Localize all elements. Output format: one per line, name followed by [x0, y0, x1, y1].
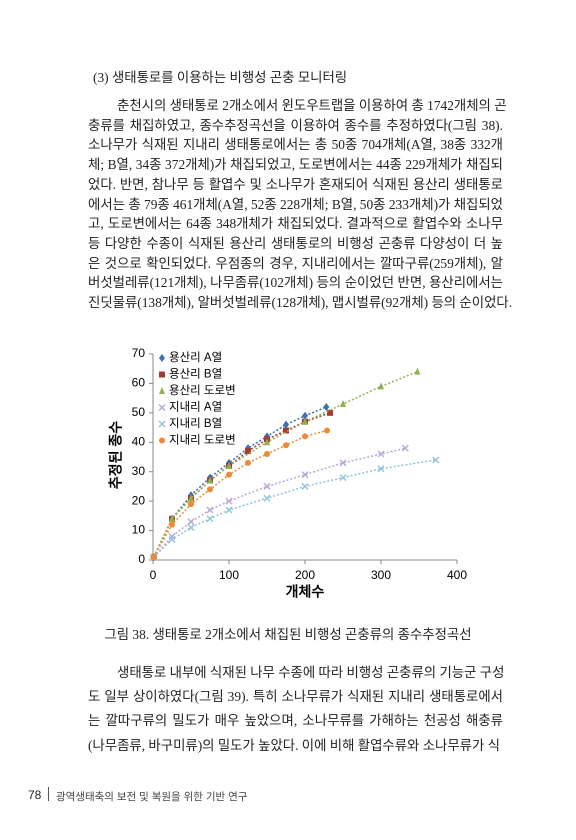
series-line	[153, 370, 418, 558]
data-point	[327, 409, 334, 416]
data-point	[378, 382, 384, 390]
data-point	[340, 400, 346, 408]
legend-marker	[158, 420, 166, 428]
y-tick-label: 20	[132, 493, 146, 507]
text-line: 체; B열, 34종 372개체)가 채집되었고, 도로변에서는 44종 229…	[88, 157, 503, 173]
legend-marker	[159, 354, 165, 362]
data-point	[263, 482, 271, 490]
data-point	[225, 506, 233, 514]
series-line	[153, 406, 327, 558]
data-point	[263, 494, 271, 502]
text-line: 고, 도로변에서는 64종 348개체가 채집되었다. 결과적으로 활엽수와 소…	[88, 216, 503, 232]
legend-label: 용산리 A열	[169, 351, 222, 364]
text-line: 충류를 채집하였고, 종수추정곡선을 이용하여 종수를 추정하였다(그림 38)…	[88, 117, 503, 133]
footer-title: 광역생태축의 보전 및 복원을 위한 기반 연구	[56, 791, 248, 803]
y-tick-label: 0	[138, 552, 145, 566]
x-tick-label: 400	[447, 568, 467, 582]
figure-caption: 그림 38. 생태통로 2개소에서 채집된 비행성 곤충류의 종수추정곡선	[104, 627, 472, 642]
data-point	[245, 459, 251, 466]
x-tick-label: 200	[295, 568, 315, 582]
data-point	[188, 494, 194, 502]
footer-separator	[48, 787, 49, 801]
legend-label: 용산리 B열	[169, 368, 222, 381]
data-point	[301, 471, 309, 479]
series-line	[153, 429, 328, 558]
data-point	[206, 506, 214, 514]
data-point	[414, 367, 421, 375]
text-line: 버섯벌레류(121개체), 나무좀류(102개체) 등의 순이었던 반면, 용산…	[88, 275, 503, 291]
data-point	[432, 456, 440, 464]
chart: 개체수 추정된 종수 0 10 20 30 40 50 60 70 0 100 200 300 400 용…	[108, 346, 468, 600]
data-point	[169, 514, 175, 522]
data-point	[188, 501, 194, 508]
text-line: 진딧물류(138개체), 알버섯벌레류(128개체), 맵시벌류(92개체) 등…	[88, 295, 513, 310]
legend-marker	[159, 387, 165, 394]
y-tick-label: 10	[132, 523, 146, 537]
text-line: 은 것으로 확인되었다. 우점종의 경우, 지내리에서는 깔따구류(259개체)…	[88, 255, 503, 271]
page-number: 78	[28, 788, 42, 802]
data-point	[207, 486, 213, 493]
data-point	[225, 497, 233, 505]
data-point	[377, 450, 385, 458]
legend-marker	[159, 437, 165, 444]
data-point	[302, 433, 308, 440]
data-point	[168, 535, 176, 543]
section-heading: (3) 생태통로를 이용하는 비행성 곤충 모니터링	[93, 70, 348, 85]
data-point	[283, 427, 289, 434]
data-point	[283, 442, 289, 449]
data-point	[206, 515, 214, 523]
text-line: 는 깔따구류의 밀도가 매우 높았으며, 소나무류를 가해하는 천공성 해충류	[88, 713, 503, 729]
text-line: 도 일부 상이하였다(그림 39). 특히 소나무류가 식재된 지내리 생태통로…	[88, 689, 503, 705]
legend-label: 지내리 도로변	[169, 434, 236, 447]
x-tick-label: 300	[371, 568, 391, 582]
legend-label: 지내리 A열	[169, 401, 222, 414]
y-tick-label: 50	[132, 405, 146, 419]
data-point	[264, 438, 270, 446]
legend-marker	[158, 404, 166, 411]
text-line: 등 다양한 수종이 식재된 용산리 생태통로의 비행성 곤충류 다양성이 더 높	[88, 235, 503, 251]
data-point	[169, 521, 175, 528]
legend-label: 용산리 도로변	[169, 384, 236, 397]
y-axis-title: 추정된 종수	[108, 421, 124, 489]
data-point	[401, 444, 409, 452]
data-point	[301, 482, 309, 490]
data-point	[187, 518, 195, 526]
data-point	[302, 417, 308, 425]
x-tick-label: 0	[150, 568, 157, 582]
data-point	[302, 411, 308, 420]
data-point	[150, 554, 157, 561]
data-point	[339, 459, 347, 467]
data-point	[323, 402, 330, 411]
x-tick-label: 100	[219, 568, 239, 582]
data-point	[168, 532, 176, 540]
text-line: 생태통로 내부에 식재된 나무 수종에 따라 비행성 곤충류의 기능군 구성	[117, 665, 505, 680]
data-point	[264, 451, 270, 458]
data-point	[245, 448, 251, 455]
data-point	[339, 474, 347, 482]
y-tick-label: 60	[132, 376, 146, 390]
text-line: 었다. 반면, 참나무 등 활엽수 및 소나무가 혼재되어 식재된 용산리 생태…	[88, 176, 503, 192]
text-line: 에서는 총 79종 461개체(A열, 52종 228개체; B열, 50종 2…	[88, 196, 503, 212]
text-line: 소나무가 식재된 지내리 생태통로에서는 총 50종 704개체(A열, 38종…	[88, 137, 503, 153]
text-line: 춘천시의 생태통로 2개소에서 윈도우트랩을 이용하여 총 1742개체의 곤	[117, 98, 507, 113]
data-point	[226, 471, 232, 478]
series-line	[153, 459, 436, 558]
data-point	[283, 420, 289, 429]
legend-marker	[159, 371, 165, 378]
data-point	[207, 476, 213, 484]
text-line: (나무좀류, 바구미류)의 밀도가 높았다. 이에 비해 활엽수류와 소나무류가…	[88, 737, 500, 753]
data-point	[226, 461, 232, 469]
data-point	[324, 427, 331, 434]
y-tick-label: 40	[132, 434, 146, 448]
legend-label: 지내리 B열	[169, 417, 222, 430]
x-axis-title: 개체수	[286, 584, 325, 600]
y-tick-label: 70	[132, 346, 146, 360]
data-point	[187, 524, 195, 532]
y-tick-label: 30	[132, 464, 146, 478]
data-point	[377, 465, 385, 473]
